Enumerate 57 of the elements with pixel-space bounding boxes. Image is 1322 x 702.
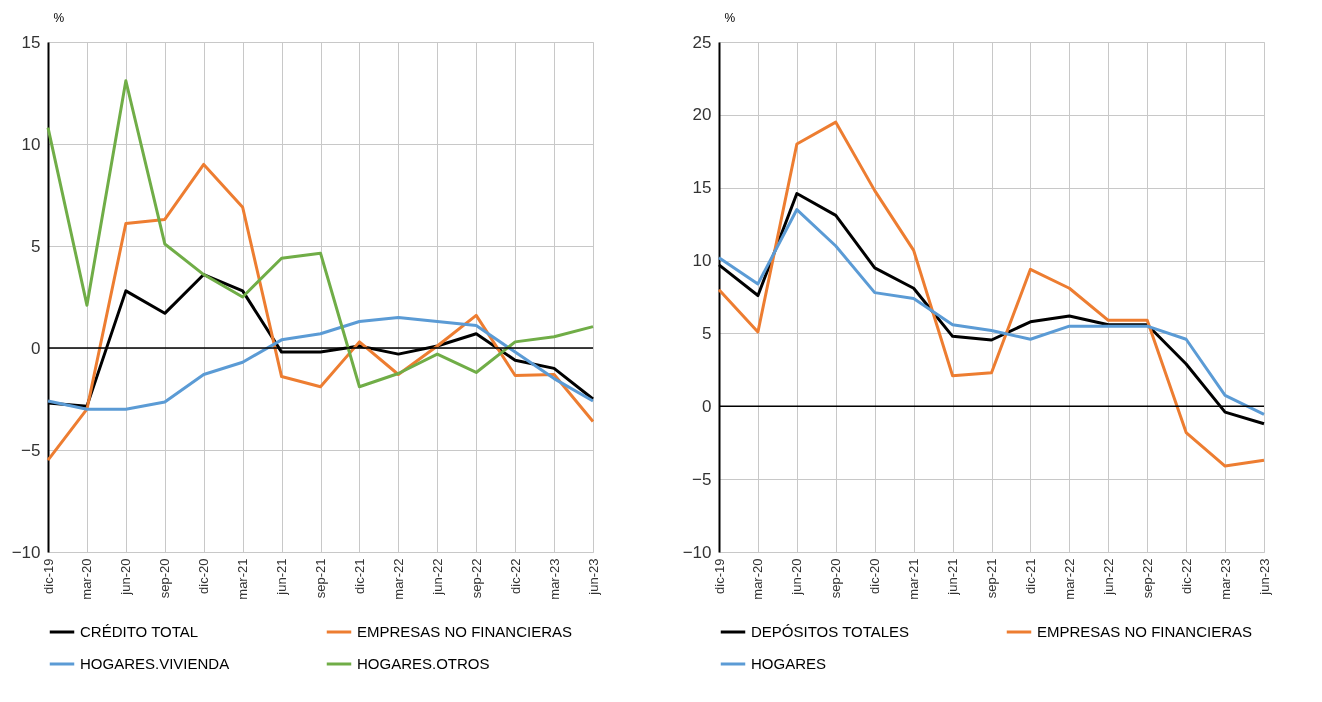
y-axis-title: % [53,10,65,25]
x-tick-label: sep-20 [157,558,173,599]
x-tick-label: jun-22 [429,558,445,596]
x-tick-label: dic-20 [867,558,883,594]
legend-label: CRÉDITO TOTAL [80,623,199,640]
y-tick-label: 10 [692,251,712,271]
x-tick-label: mar-21 [235,558,251,600]
x-tick-label: dic-21 [351,558,367,594]
x-tick-label: dic-22 [507,558,523,594]
x-tick-label: sep-20 [828,558,844,599]
x-tick-label: mar-22 [390,558,406,600]
legend-label: HOGARES.OTROS [357,655,490,672]
y-tick-label: 15 [692,178,712,198]
legend-label: EMPRESAS NO FINANCIERAS [357,623,573,640]
legend-label: HOGARES [751,655,827,672]
y-tick-label: 25 [692,32,712,52]
x-tick-label: jun-21 [945,558,961,596]
x-tick-label: jun-23 [585,558,601,596]
x-tick-label: mar-22 [1061,558,1077,600]
y-axis-title: % [724,10,736,25]
y-tick-label: 15 [21,32,41,52]
legend-label: DEPÓSITOS TOTALES [751,623,910,640]
x-tick-label: mar-23 [1217,558,1233,600]
x-tick-label: jun-23 [1256,558,1272,596]
x-tick-label: dic-22 [1178,558,1194,594]
y-tick-label: 0 [702,396,712,416]
x-tick-label: mar-21 [906,558,922,600]
x-tick-label: dic-20 [196,558,212,594]
x-tick-label: mar-20 [79,558,95,600]
y-tick-label: −5 [21,440,41,460]
line-series [46,79,595,389]
x-tick-label: jun-20 [789,558,805,596]
x-tick-label: sep-22 [1139,558,1155,599]
line-series [46,315,595,411]
y-tick-label: 0 [31,338,41,358]
x-tick-label: jun-22 [1100,558,1116,596]
x-tick-label: mar-20 [750,558,766,600]
y-tick-label: 5 [31,236,41,256]
x-tick-label: dic-19 [711,558,727,594]
x-tick-label: sep-22 [468,558,484,599]
y-tick-label: 10 [21,134,41,154]
x-tick-label: dic-21 [1022,558,1038,594]
y-tick-label: 5 [702,323,712,343]
y-tick-label: −10 [682,542,712,562]
x-tick-label: sep-21 [984,558,999,599]
y-tick-label: 20 [692,105,712,125]
x-tick-label: sep-21 [313,558,328,599]
x-tick-label: jun-21 [274,558,290,596]
x-tick-label: jun-20 [118,558,134,596]
legend-label: EMPRESAS NO FINANCIERAS [1037,623,1253,640]
y-tick-label: −5 [692,469,712,489]
line-series [46,162,595,462]
line-series [717,120,1266,468]
x-tick-label: mar-23 [546,558,562,600]
legend-label: HOGARES.VIVIENDA [80,655,230,672]
y-tick-label: −10 [11,542,41,562]
x-tick-label: dic-19 [40,558,56,594]
